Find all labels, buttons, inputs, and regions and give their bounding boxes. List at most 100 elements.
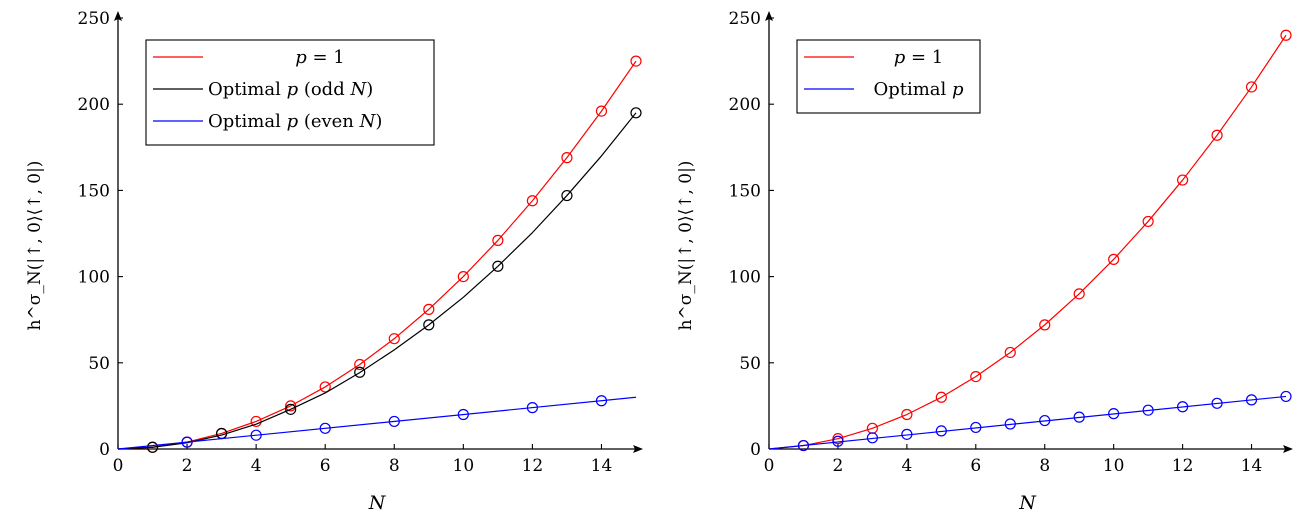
y-tick-label: 0 xyxy=(750,440,761,460)
x-axis-arrow xyxy=(633,445,643,453)
data-point xyxy=(423,303,435,315)
y-tick-label: 100 xyxy=(729,268,761,288)
x-tick-label: 12 xyxy=(1172,456,1194,476)
y-axis-label: h^σ_N(|↑, 0⟩⟨↑, 0|) xyxy=(676,161,696,331)
x-tick-label: 10 xyxy=(453,456,475,476)
x-axis-label: N xyxy=(368,492,387,514)
y-tick-label: 200 xyxy=(729,95,761,115)
data-point xyxy=(1108,253,1120,265)
data-point xyxy=(285,403,297,415)
legend-label: Optimal p (odd N) xyxy=(208,79,373,100)
data-point xyxy=(457,271,469,283)
data-point xyxy=(1073,288,1085,300)
data-point xyxy=(1004,418,1016,430)
y-tick-label: 250 xyxy=(78,9,110,29)
data-point xyxy=(970,421,982,434)
data-point xyxy=(1142,215,1154,228)
data-point xyxy=(1039,319,1051,331)
y-tick-label: 50 xyxy=(88,354,110,374)
data-point xyxy=(901,408,913,421)
series-1 xyxy=(117,107,642,453)
data-point xyxy=(630,55,642,67)
data-point xyxy=(1108,408,1120,420)
data-point xyxy=(1176,401,1189,413)
legend-entry: Optimal p (odd N) xyxy=(153,79,373,100)
data-point xyxy=(492,234,504,246)
data-point xyxy=(1211,397,1223,409)
data-point xyxy=(832,435,844,447)
data-point xyxy=(181,436,193,448)
data-point xyxy=(970,370,982,383)
x-tick-label: 4 xyxy=(901,456,912,476)
data-point xyxy=(492,260,504,272)
legend-label: p = 1 xyxy=(894,47,944,68)
legend: p = 1 Optimal p (odd N) Optimal p (even N) xyxy=(145,39,435,146)
data-point xyxy=(526,195,539,207)
data-point xyxy=(935,391,947,403)
y-tick-label: 100 xyxy=(78,268,110,288)
data-point xyxy=(1039,414,1051,427)
x-tick-label: 0 xyxy=(764,456,775,476)
data-point xyxy=(1245,81,1258,93)
data-point xyxy=(797,439,810,452)
series-line xyxy=(117,112,637,450)
data-point xyxy=(1211,129,1223,141)
x-tick-label: 10 xyxy=(1103,456,1125,476)
y-tick-label: 150 xyxy=(78,181,110,201)
series-line xyxy=(117,60,637,450)
data-point xyxy=(866,432,879,444)
legend-box xyxy=(796,39,981,114)
x-tick-label: 8 xyxy=(1039,456,1050,476)
x-tick-label: 8 xyxy=(389,456,400,476)
x-tick-label: 4 xyxy=(251,456,262,476)
data-point xyxy=(146,441,159,453)
x-axis-arrow xyxy=(1283,445,1293,453)
x-tick-label: 6 xyxy=(970,456,981,476)
legend-label: p = 1 xyxy=(295,47,345,68)
data-point xyxy=(250,429,262,441)
series-2 xyxy=(117,395,637,450)
data-point xyxy=(388,415,400,428)
y-tick-label: 150 xyxy=(729,181,761,201)
legend-label: Optimal p xyxy=(873,79,964,100)
x-tick-label: 14 xyxy=(591,456,613,476)
y-tick-label: 50 xyxy=(739,354,761,374)
data-point xyxy=(595,105,608,117)
data-point xyxy=(561,152,573,164)
data-point xyxy=(354,358,366,371)
data-point xyxy=(1142,404,1154,416)
data-point xyxy=(457,408,469,421)
data-point xyxy=(388,333,400,345)
data-point xyxy=(630,107,642,119)
data-point xyxy=(1280,390,1292,403)
data-point xyxy=(285,400,297,412)
series-0 xyxy=(768,29,1292,452)
series-line xyxy=(768,395,1287,450)
x-axis-label: N xyxy=(1018,492,1037,514)
legend-entry: Optimal p xyxy=(804,79,964,100)
data-point xyxy=(1280,29,1292,41)
y-tick-label: 250 xyxy=(729,9,761,29)
data-point xyxy=(595,395,608,407)
x-tick-label: 2 xyxy=(182,456,193,476)
data-point xyxy=(935,425,947,437)
legend-entry: p = 1 xyxy=(153,47,345,68)
data-point xyxy=(1004,346,1016,359)
x-tick-label: 14 xyxy=(1241,456,1263,476)
x-tick-label: 0 xyxy=(113,456,124,476)
chart-left: 0 2 4 6 8 10 12 14 0 50 100 150 200 250 Nh^σ_N(|↑, 0⟩⟨… xyxy=(25,9,643,514)
data-point xyxy=(526,402,539,414)
data-point xyxy=(319,422,331,434)
data-point xyxy=(319,381,331,393)
series-1 xyxy=(768,390,1292,452)
y-tick-label: 200 xyxy=(78,95,110,115)
data-point xyxy=(423,319,435,331)
series-line xyxy=(768,34,1287,450)
chart-right: 0 2 4 6 8 10 12 14 0 50 100 150 200 250 Nh^σ_N(|↑, 0⟩⟨… xyxy=(676,9,1293,514)
data-point xyxy=(354,366,366,378)
x-tick-label: 2 xyxy=(833,456,844,476)
data-point xyxy=(832,433,844,445)
legend-entry: Optimal p (even N) xyxy=(153,111,382,132)
data-point xyxy=(1176,174,1189,186)
